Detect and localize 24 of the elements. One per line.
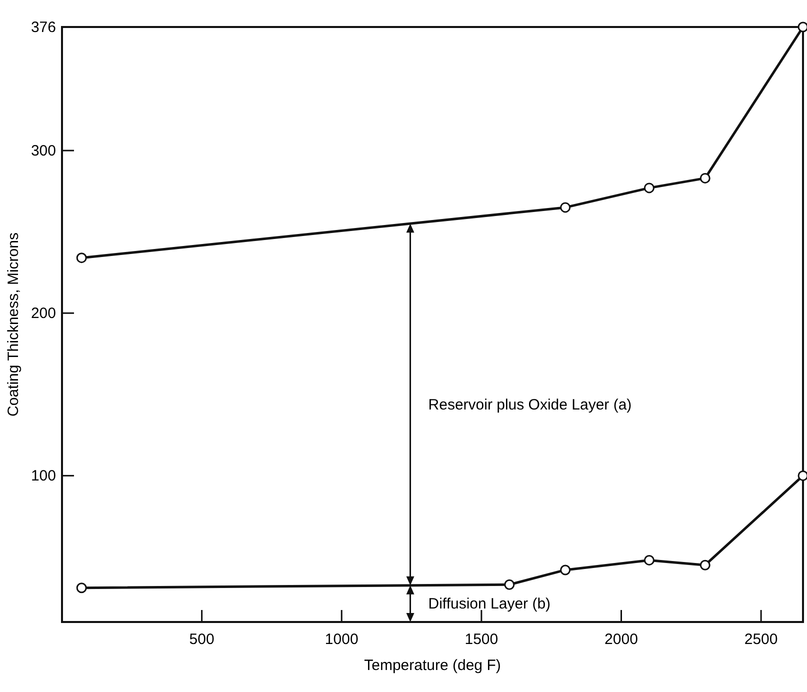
point — [644, 182, 654, 194]
y-tick-label: 100 — [30, 468, 56, 485]
annotation: Diffusion Layer (b) — [428, 596, 551, 613]
point — [560, 202, 571, 213]
y-tick-label: 376 — [30, 19, 56, 36]
point — [700, 560, 710, 570]
point — [700, 172, 710, 184]
annotation: Reservoir plus Oxide Layer (a) — [428, 396, 632, 414]
point — [504, 579, 515, 590]
point — [560, 564, 571, 576]
point — [76, 582, 87, 594]
y-tick-label: 300 — [30, 142, 56, 160]
x-tick-label: 500 — [189, 631, 214, 648]
x-tick-label: 2000 — [604, 631, 638, 648]
y-tick-label: 200 — [30, 305, 56, 322]
x-tick-label: 1500 — [464, 631, 498, 648]
point — [644, 554, 654, 566]
point — [76, 252, 87, 264]
x-axis-title: Temperature (deg F) — [364, 657, 501, 674]
point — [798, 22, 807, 32]
y-axis-title: Coating Thickness, Microns — [5, 232, 22, 416]
x-tick-label: 1000 — [324, 631, 358, 648]
x-tick-label: 2500 — [744, 631, 778, 648]
point — [798, 470, 807, 481]
